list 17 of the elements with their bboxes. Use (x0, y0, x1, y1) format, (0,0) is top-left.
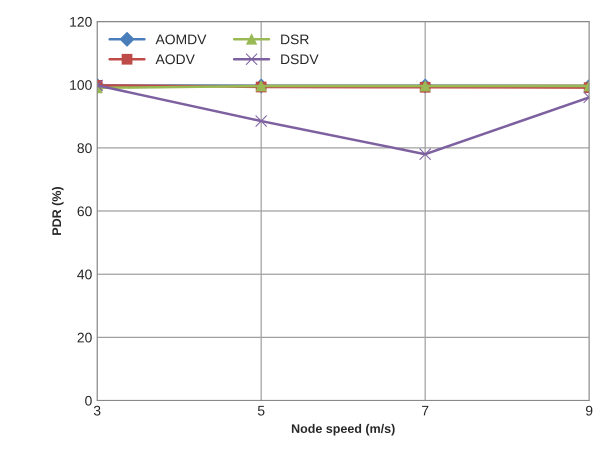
y-tick-label: 120 (70, 16, 92, 27)
x-tick-label: 5 (258, 406, 264, 416)
legend-label: AOMDV (156, 34, 206, 44)
y-tick-label: 60 (78, 206, 92, 216)
y-tick-label: 100 (70, 80, 92, 90)
x-tick-label: 9 (586, 406, 592, 416)
legend-label: DSDV (281, 54, 319, 64)
legend-label: DSR (281, 34, 309, 44)
y-tick-label: 80 (77, 143, 92, 154)
x-tick-label: 7 (422, 406, 428, 416)
legend-label: AODV (156, 54, 195, 64)
y-tick-label: 20 (78, 332, 92, 343)
y-axis-title: PDR (%) (52, 187, 64, 235)
x-tick-label: 3 (94, 406, 100, 416)
y-tick-label: 0 (85, 396, 92, 406)
y-tick-label: 40 (77, 270, 92, 280)
x-axis-title: Node speed (m/s) (292, 424, 395, 436)
